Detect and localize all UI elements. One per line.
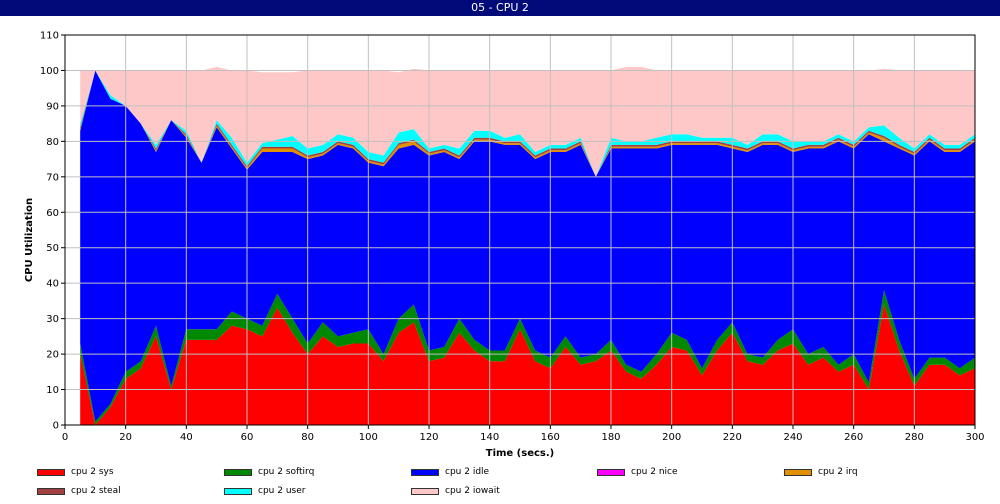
x-tick-label: 20: [119, 432, 132, 443]
x-tick-label: 140: [480, 432, 499, 443]
x-tick-label: 80: [301, 432, 314, 443]
y-tick-label: 100: [40, 66, 59, 77]
legend-swatch: [37, 469, 65, 476]
legend-label: cpu 2 steal: [71, 486, 121, 496]
legend-swatch: [597, 469, 625, 476]
y-tick-label: 70: [46, 172, 59, 183]
legend-swatch: [224, 469, 252, 476]
x-axis-label: Time (secs.): [486, 448, 555, 459]
plot-frame: [64, 34, 976, 426]
legend-swatch: [37, 488, 65, 495]
stacked-areas: [80, 66, 975, 425]
x-tick-label: 60: [241, 432, 254, 443]
y-tick-label: 40: [46, 279, 59, 290]
legend-swatch: [784, 469, 812, 476]
y-tick-label: 20: [46, 350, 59, 361]
legend-label: cpu 2 softirq: [258, 467, 315, 477]
x-tick-label: 240: [783, 432, 802, 443]
y-axis-label: CPU Utilization: [24, 198, 35, 282]
y-tick-label: 10: [46, 385, 59, 396]
x-tick-label: 120: [419, 432, 438, 443]
x-tick-label: 220: [723, 432, 742, 443]
x-tick-label: 0: [62, 432, 68, 443]
y-tick-label: 90: [46, 101, 59, 112]
legend-label: cpu 2 user: [258, 486, 306, 496]
y-tick-label: 110: [40, 31, 59, 42]
x-tick-label: 260: [844, 432, 863, 443]
x-tick-label: 40: [180, 432, 193, 443]
legend-label: cpu 2 iowait: [445, 486, 500, 496]
legend-label: cpu 2 nice: [631, 467, 678, 477]
legend-swatch: [224, 488, 252, 495]
legend-label: cpu 2 sys: [71, 467, 114, 477]
legend-label: cpu 2 irq: [818, 467, 858, 477]
window-title: 05 - CPU 2: [0, 0, 1000, 16]
y-tick-label: 50: [46, 243, 59, 254]
x-tick-label: 180: [601, 432, 620, 443]
legend-label: cpu 2 idle: [445, 467, 490, 477]
x-tick-label: 160: [541, 432, 560, 443]
x-tick-label: 280: [905, 432, 924, 443]
axes: 0 10 20 30 40 50 60 70 80 90 100 110 0 20 40 60 80 100 120…: [40, 31, 985, 444]
x-tick-label: 100: [359, 432, 378, 443]
x-tick-label: 200: [662, 432, 681, 443]
x-tick-label: 300: [965, 432, 984, 443]
series-area-cpu-2-idle: [80, 70, 975, 422]
legend-swatch: [411, 488, 439, 495]
y-tick-label: 60: [46, 208, 59, 219]
legend-swatch: [411, 469, 439, 476]
series-area-cpu-2-user: [80, 70, 975, 177]
series-area-cpu-2-iowait: [80, 66, 975, 177]
y-tick-label: 0: [53, 421, 59, 432]
series-area-cpu-2-softirq: [80, 290, 975, 425]
cpu-utilization-chart: 0 10 20 30 40 50 60 70 80 90 100 110 0 20 40 60 80 100 120…: [24, 31, 985, 460]
y-tick-label: 30: [46, 314, 59, 325]
series-area-cpu-2-sys: [80, 304, 975, 425]
y-tick-label: 80: [46, 137, 59, 148]
